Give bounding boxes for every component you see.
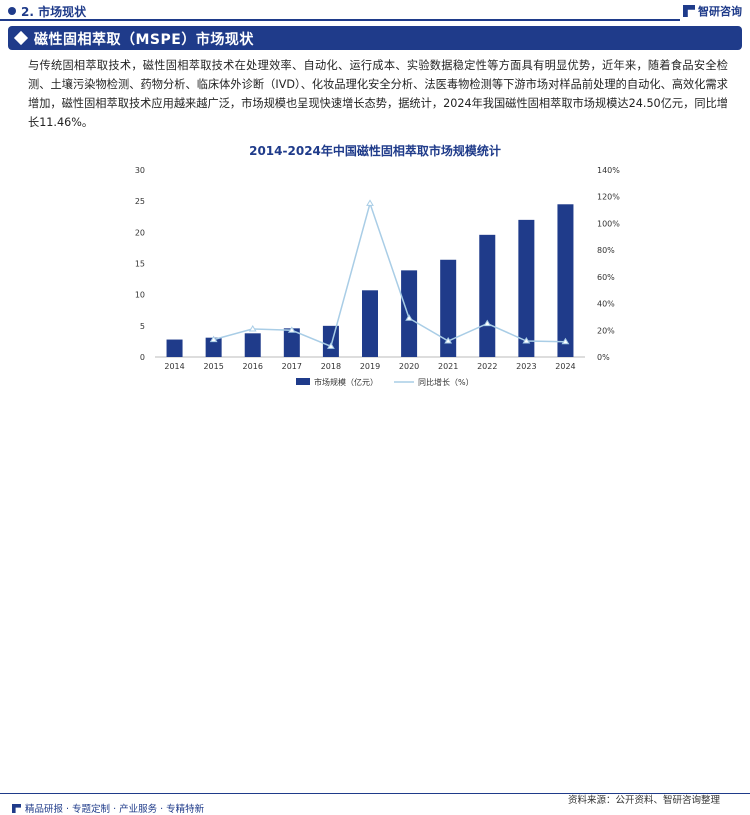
x-tick-label: 2015	[203, 362, 223, 371]
y-right-tick-label: 40%	[597, 300, 615, 309]
y-right-tick-label: 80%	[597, 246, 615, 255]
y-right-tick-label: 120%	[597, 193, 620, 202]
growth-point	[327, 342, 335, 349]
y-left-tick-label: 20	[135, 228, 145, 237]
x-tick-label: 2020	[399, 362, 419, 371]
intro-paragraph: 与传统固相萃取技术，磁性固相萃取技术在处理效率、自动化、运行成本、实验数据稳定性…	[28, 59, 728, 129]
growth-point	[287, 326, 296, 333]
title-banner: 磁性固相萃取（MSPE）市场现状	[8, 26, 742, 50]
y-left-tick-label: 5	[140, 322, 145, 331]
bar	[244, 333, 261, 357]
growth-point	[405, 314, 413, 321]
section-title: 2. 市场现状	[8, 3, 86, 20]
footer-tagline-text: 精品研报 · 专题定制 · 产业服务 · 专精特新	[25, 804, 205, 815]
bar	[557, 204, 574, 357]
x-tick-label: 2024	[555, 362, 575, 371]
bar	[479, 234, 496, 357]
y-right-tick-label: 60%	[597, 273, 615, 282]
bar	[362, 290, 378, 357]
growth-point	[248, 324, 257, 332]
section-title-text: 2. 市场现状	[21, 5, 87, 19]
source-note: 资料来源：公开资料、智研咨询整理	[567, 795, 720, 806]
bar	[166, 339, 183, 357]
footer-tagline: 精品研报 · 专题定制 · 产业服务 · 专精特新	[12, 801, 204, 815]
x-tick-label: 2021	[438, 362, 458, 371]
growth-point	[444, 336, 453, 344]
y-left-tick-label: 10	[135, 291, 145, 300]
bar	[440, 259, 457, 357]
bar	[283, 328, 300, 357]
footer-logo-icon	[12, 804, 21, 813]
y-right-tick-label: 100%	[597, 219, 620, 228]
banner-title: 磁性固相萃取（MSPE）市场现状	[34, 32, 254, 48]
growth-point	[366, 199, 374, 206]
x-tick-label: 2017	[282, 362, 302, 371]
top-bar: 2. 市场现状 智研咨询	[0, 0, 750, 22]
growth-point	[522, 336, 531, 344]
legend-bar-swatch	[296, 378, 310, 385]
brand-logo: 智研咨询	[683, 3, 742, 19]
chart-title: 2014-2024年中国磁性固相萃取市场规模统计	[249, 144, 501, 158]
x-tick-label: 2023	[516, 362, 536, 371]
y-left-tick-label: 0	[140, 353, 145, 362]
x-tick-label: 2016	[243, 362, 263, 371]
y-right-tick-label: 0%	[597, 353, 610, 362]
y-left-tick-label: 25	[135, 197, 145, 206]
x-tick-label: 2018	[321, 362, 341, 371]
x-tick-label: 2019	[360, 362, 380, 371]
growth-point	[561, 337, 570, 345]
bar	[518, 219, 535, 357]
logo-text: 智研咨询	[698, 5, 742, 18]
top-divider	[0, 19, 680, 21]
y-right-tick-label: 20%	[597, 326, 615, 335]
y-left-tick-label: 15	[135, 260, 145, 269]
legend-line-label: 同比增长（%）	[418, 377, 474, 387]
growth-point	[209, 335, 218, 343]
bar	[205, 337, 222, 357]
x-tick-label: 2022	[477, 362, 497, 371]
y-right-tick-label: 140%	[597, 166, 620, 175]
market-size-chart: 0 5 10 15 20 25 30 0% 20% 40% 60% 80% 100% 120% 140% 20…	[135, 166, 620, 387]
logo-mark-icon	[683, 5, 695, 17]
legend-bar-label: 市场规模（亿元）	[314, 377, 378, 387]
x-tick-label: 2014	[164, 362, 184, 371]
bottom-bar: 精品研报 · 专题定制 · 产业服务 · 专精特新 资料来源：公开资料、智研咨询…	[0, 396, 750, 815]
bullet-dot-icon	[8, 7, 16, 15]
diamond-icon	[13, 30, 29, 46]
bar	[322, 325, 339, 357]
growth-line	[213, 200, 566, 348]
bar	[401, 270, 418, 357]
y-left-tick-label: 30	[135, 166, 145, 175]
growth-point	[483, 319, 492, 327]
